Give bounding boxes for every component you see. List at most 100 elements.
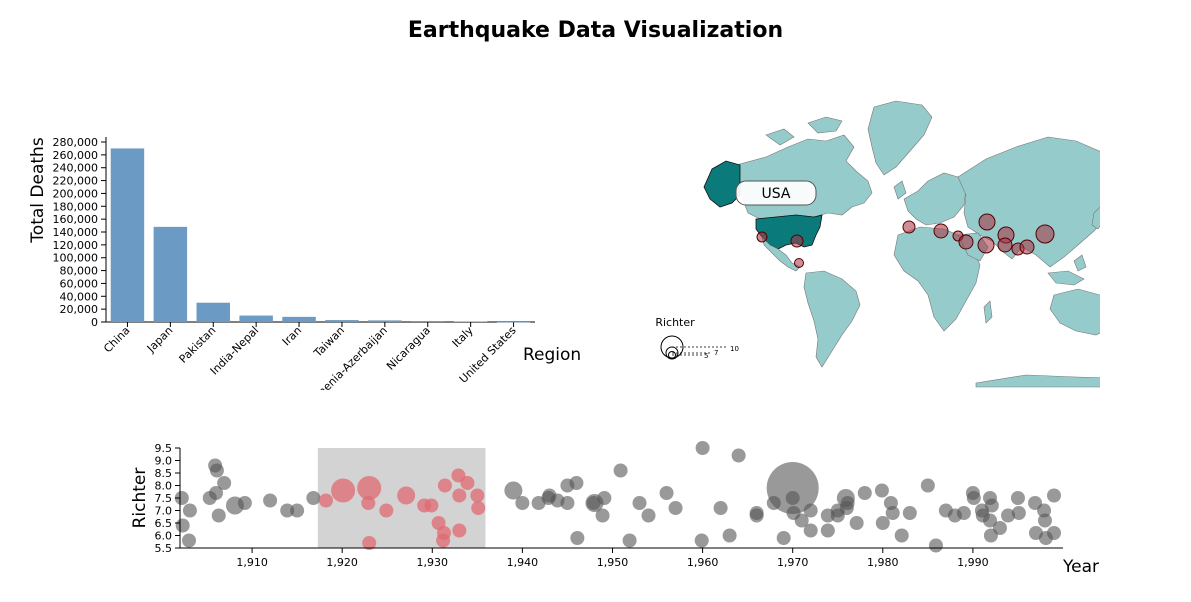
scatter-point[interactable] [694, 533, 709, 548]
scatter-point[interactable] [362, 536, 377, 550]
scatter-point[interactable] [306, 491, 321, 505]
scatter-point[interactable] [722, 528, 737, 543]
scatter-point[interactable] [956, 506, 971, 520]
scatter-point[interactable] [1011, 506, 1026, 520]
scatter-point[interactable] [424, 498, 439, 513]
scatter-point[interactable] [437, 478, 452, 493]
scatter-point[interactable] [515, 496, 530, 510]
scatter-point[interactable] [632, 496, 647, 510]
map-land-canada[interactable] [735, 134, 873, 220]
scatter-point[interactable] [361, 496, 376, 510]
bar-japan[interactable] [153, 226, 188, 322]
scatter-point[interactable] [452, 523, 467, 538]
scatter-point[interactable] [992, 521, 1007, 535]
map-quake-marker[interactable] [933, 223, 949, 239]
map-land-asia[interactable] [957, 136, 1100, 268]
scatter-point[interactable] [1010, 491, 1025, 505]
bar-united-states[interactable] [496, 321, 531, 323]
scatter-point[interactable] [695, 441, 710, 455]
scatter-point[interactable] [237, 496, 252, 510]
scatter-point[interactable] [182, 533, 197, 548]
scatter-point[interactable] [263, 493, 278, 508]
scatter-point[interactable] [622, 533, 637, 548]
scatter-point[interactable] [613, 463, 628, 478]
scatter-point[interactable] [209, 486, 224, 500]
bar-china[interactable] [110, 148, 145, 322]
scatter-point[interactable] [182, 503, 197, 518]
map-quake-marker[interactable] [1019, 239, 1035, 255]
bar-taiwan[interactable] [325, 320, 359, 322]
scatter-point[interactable] [803, 523, 818, 538]
world-map[interactable]: USA Richter 10 7 5 [640, 95, 1100, 395]
map-quake-marker[interactable] [794, 258, 804, 268]
map-land-greenland[interactable] [867, 100, 933, 176]
bar-armenia-azerbaijan[interactable] [368, 320, 402, 322]
scatter-point[interactable] [452, 488, 467, 503]
scatter-point[interactable] [504, 481, 523, 500]
scatter-point[interactable] [794, 513, 809, 528]
scatter-point[interactable] [875, 516, 890, 530]
scatter-point[interactable] [984, 498, 999, 513]
scatter-point[interactable] [280, 503, 295, 518]
scatter-point[interactable] [803, 503, 818, 518]
scatter-point[interactable] [641, 508, 656, 523]
scatter-point[interactable] [436, 526, 451, 540]
scatter-point[interactable] [785, 491, 800, 505]
scatter-point[interactable] [966, 491, 981, 505]
scatter-point[interactable] [983, 513, 998, 528]
scatter-point[interactable] [849, 516, 864, 530]
map-quake-marker[interactable] [902, 220, 916, 234]
scatter-point[interactable] [766, 462, 819, 514]
scatter-point[interactable] [920, 478, 935, 493]
scatter-point[interactable] [668, 501, 683, 515]
scatter-point[interactable] [560, 496, 575, 510]
bar-nicaragua[interactable] [411, 321, 445, 322]
map-quake-marker[interactable] [756, 231, 768, 243]
map-quake-marker[interactable] [997, 237, 1013, 253]
scatter-point[interactable] [1037, 503, 1052, 518]
scatter-point[interactable] [209, 463, 224, 478]
map-quake-marker[interactable] [1035, 224, 1055, 244]
scatter-point[interactable] [569, 476, 584, 490]
scatter-point[interactable] [174, 491, 189, 505]
scatter-point[interactable] [928, 538, 943, 553]
scatter-point[interactable] [470, 488, 485, 503]
scatter-point[interactable] [211, 508, 226, 523]
scatter-point[interactable] [902, 506, 917, 520]
scatter-point[interactable] [597, 491, 612, 505]
scatter-point[interactable] [318, 493, 333, 508]
scatter-point[interactable] [290, 503, 305, 518]
bar-italy[interactable] [453, 321, 488, 322]
scatter-point[interactable] [397, 486, 416, 505]
map-land-alaska[interactable] [703, 160, 741, 208]
scatter-point[interactable] [885, 506, 900, 520]
scatter-point[interactable] [659, 486, 674, 500]
map-land-mexico[interactable] [761, 236, 801, 272]
scatter-point[interactable] [749, 508, 764, 523]
scatter-point[interactable] [460, 476, 475, 490]
scatter-point[interactable] [894, 528, 909, 543]
scatter-point[interactable] [731, 448, 746, 463]
scatter-point[interactable] [839, 501, 854, 515]
scatter-point[interactable] [357, 476, 382, 500]
bar-iran[interactable] [282, 316, 316, 322]
scatter-point[interactable] [379, 503, 394, 518]
scatter-point[interactable] [1001, 508, 1016, 523]
scatter-point[interactable] [586, 496, 601, 510]
bar-india-nepal[interactable] [239, 315, 273, 322]
map-quake-marker[interactable] [790, 234, 804, 248]
scatter-point[interactable] [175, 518, 190, 533]
scatter-point[interactable] [857, 486, 872, 500]
map-land-africa[interactable] [893, 226, 981, 332]
map-land-europe[interactable] [903, 172, 967, 226]
scatter-point[interactable] [1046, 526, 1061, 540]
scatter-point[interactable] [217, 476, 232, 490]
scatter-point[interactable] [595, 508, 610, 523]
scatter-point[interactable] [713, 501, 728, 515]
map-land-south-america[interactable] [803, 270, 861, 368]
bar-pakistan[interactable] [196, 302, 230, 322]
scatter-point[interactable] [331, 478, 356, 503]
map-quake-marker[interactable] [958, 234, 974, 250]
scatter-point[interactable] [820, 523, 835, 538]
scatter-point[interactable] [1037, 513, 1052, 528]
